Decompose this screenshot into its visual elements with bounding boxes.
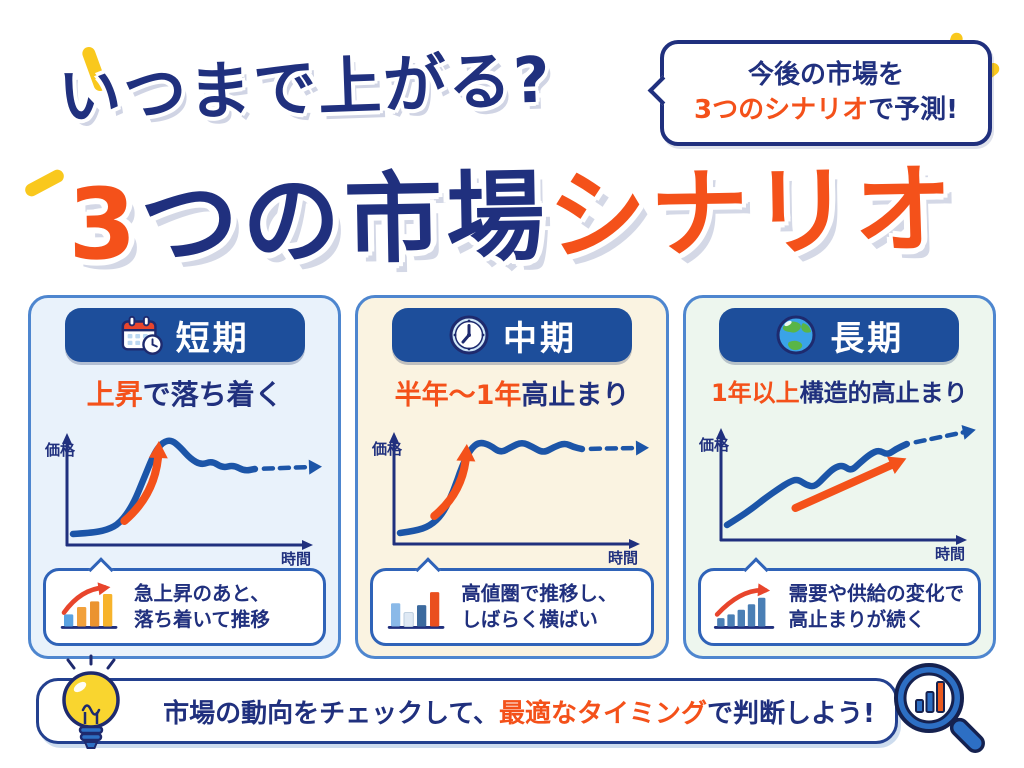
note-line1: 急上昇のあと、 [134,581,270,605]
footer-text-before: 市場の動向をチェックして、 [163,698,500,729]
trend-chart-mid-term: 価格 時間 [371,432,649,567]
subtitle-accent: 半年～1年 [394,380,522,411]
globe-icon [776,315,816,355]
note-bubble: 急上昇のあと、 落ち着いて推移 [43,557,327,646]
note-line2: しばらく横ばい [461,608,598,631]
clock-icon [449,315,489,355]
footer-banner: 市場の動向をチェックして、 最適なタイミング で判断しよう! [36,678,898,744]
card-subtitle: 上昇で落ち着く [31,373,338,413]
card-long-term: 長期 1年以上構造的高止まり 価格 時間 [682,295,996,659]
subtitle-rest: で落ち着く [142,378,283,411]
price-curve [724,425,977,529]
note-text: 需要や供給の変化で 高止まりが続く [789,581,965,634]
card-short-term-header: 短期 [64,308,305,362]
note-line2: 落ち着いて推移 [134,608,270,631]
calendar-clock-icon [121,315,163,355]
card-long-term-header: 長期 [719,308,960,362]
note-line2: 高止まりが続く [788,608,926,631]
x-axis-label: 時間 [281,550,311,568]
note-text: 高値圏で推移し、 しばらく横ばい [461,581,617,634]
mini-bar-chart-icon [60,582,118,629]
chart-axes [388,432,640,549]
subtitle-rest: 構造的高止まり [799,379,968,407]
y-axis-label: 価格 [371,440,403,458]
footer-text: 市場の動向をチェックして、 最適なタイミング で判断しよう! [149,681,889,741]
note-line1: 高値圏で推移し、 [461,581,618,605]
card-subtitle: 1年以上構造的高止まり [686,373,993,408]
chart-axes [61,433,313,550]
main-title-navy: つの市場 [139,160,550,282]
magnifier-chart-icon [894,663,985,753]
main-title-number: 3 [67,167,142,283]
card-label: 短期 [175,318,250,359]
y-axis-label: 価格 [698,436,730,454]
card-mid-term-header: 中期 [392,308,632,362]
price-curve [69,437,322,538]
bubble-line1: 今後の市場を [747,59,904,90]
note-line1: 需要や供給の変化で [788,581,965,605]
main-title: 3つの市場シナリオ [0,129,1024,289]
subtitle-accent: 上昇 [86,378,143,411]
mini-bar-chart-icon [388,592,445,629]
subtitle-rest: 高止まり [521,380,630,411]
note-bubble: 高値圏で推移し、 しばらく横ばい [370,557,654,646]
x-axis-label: 時間 [935,545,965,563]
x-axis-label: 時間 [608,549,638,567]
subtitle-accent: 1年以上 [710,379,800,407]
card-label: 長期 [830,318,905,359]
trend-chart-long-term: 価格 時間 [698,425,977,563]
main-title-orange: シナリオ [547,153,958,275]
forecast-speech-bubble: 今後の市場を 3つのシナリオで予測! [647,40,992,146]
note-text: 急上昇のあと、 落ち着いて推移 [134,581,270,634]
card-subtitle: 半年～1年高止まり [358,373,665,412]
bubble-line2-rest: で予測! [868,95,958,125]
bubble-line2-accent: 3つのシナリオ [694,95,869,125]
bubble-line2: 3つのシナリオで予測! [694,93,958,128]
card-label: 中期 [502,318,577,359]
card-mid-term: 中期 半年～1年高止まり 価格 時間 [355,295,669,659]
mini-bar-chart-icon [713,583,774,629]
y-axis-label: 価格 [44,441,76,459]
note-bubble: 需要や供給の変化で 高止まりが続く [697,557,981,646]
chart-axes [716,428,968,545]
trend-chart-short-term: 価格 時間 [44,433,322,568]
price-curve [396,439,649,537]
scenario-cards-row: 短期 上昇で落ち着く 価格 時間 [28,295,996,659]
footer-text-after: で判断しよう! [707,698,875,729]
title-top: いつまで上がる? [57,43,553,134]
card-short-term: 短期 上昇で落ち着く 価格 時間 [28,295,342,659]
lightbulb-icon [62,654,120,749]
footer-text-accent: 最適なタイミング [499,698,708,729]
